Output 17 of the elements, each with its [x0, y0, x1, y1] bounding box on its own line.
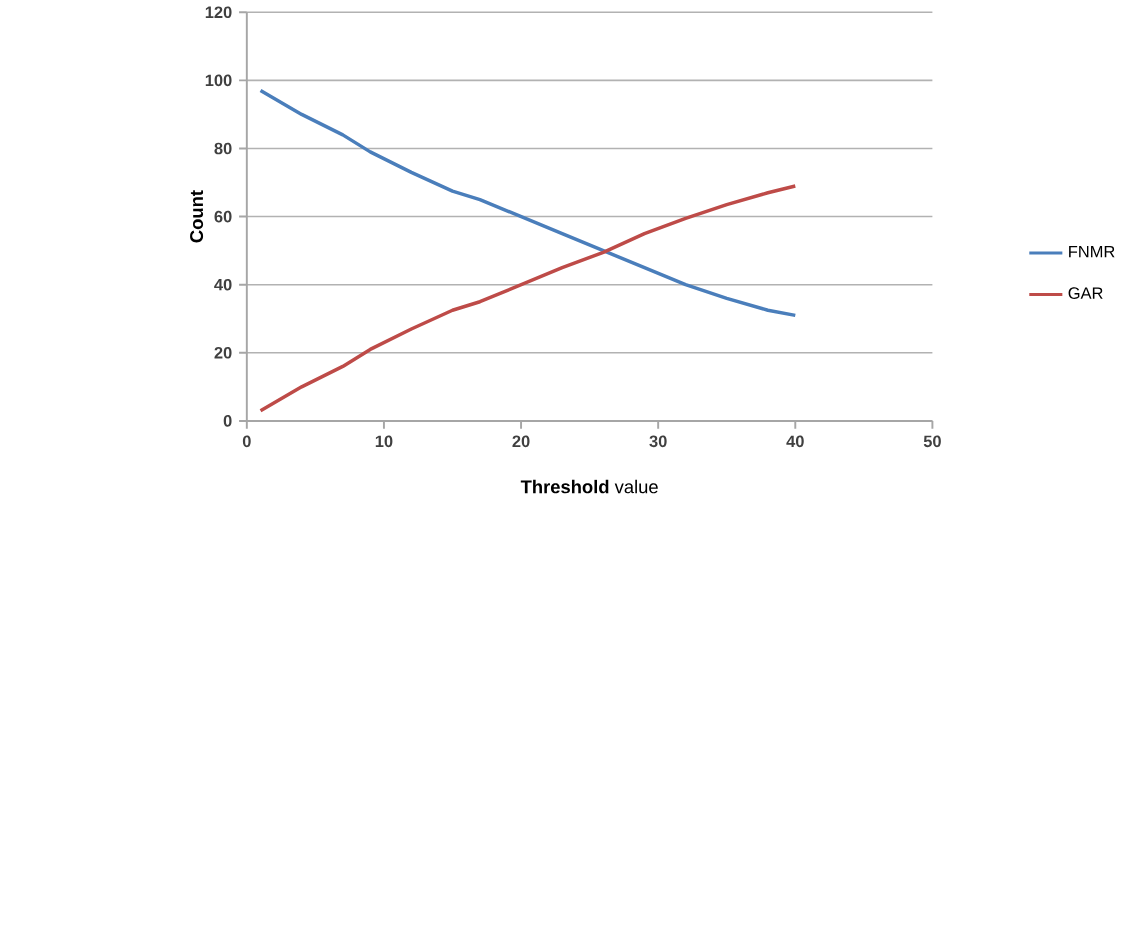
y-tick-label: 60: [214, 210, 232, 223]
y-axis-title: Count: [190, 190, 204, 243]
x-tick-label: 10: [375, 435, 393, 447]
x-tick-label: 0: [242, 435, 251, 447]
y-tick-label: 100: [205, 74, 232, 87]
x-tick-label: 50: [923, 435, 941, 447]
legend-label: FNMR: [1069, 245, 1115, 258]
y-tick-label: 120: [205, 6, 232, 18]
y-tick-label: 0: [223, 414, 232, 427]
y-tick-label: 80: [214, 142, 232, 155]
x-axis-title: Threshold value: [520, 479, 658, 494]
x-tick-label: 40: [786, 435, 804, 447]
y-tick-label: 40: [214, 278, 232, 291]
y-tick-label: 20: [214, 346, 232, 359]
x-tick-label: 30: [649, 435, 667, 448]
legend-label: GAR: [1068, 287, 1103, 299]
x-tick-label: 20: [512, 435, 530, 447]
